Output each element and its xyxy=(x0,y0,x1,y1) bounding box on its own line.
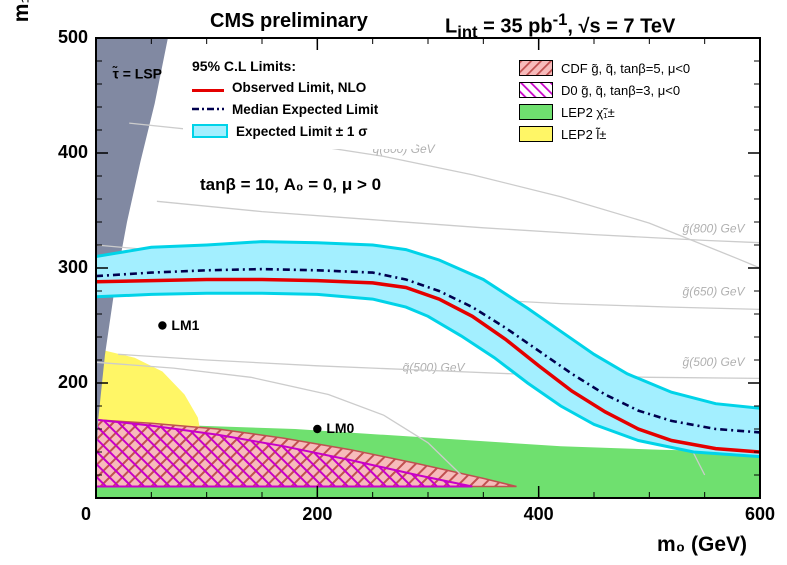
iso-label: q̃(500) GeV xyxy=(403,361,466,375)
legend-row: Expected Limit ± 1 σ xyxy=(192,121,407,141)
legend-swatch xyxy=(519,82,553,98)
legend-row: Observed Limit, NLO xyxy=(192,77,407,97)
iso-line xyxy=(157,201,760,242)
title-left: CMS preliminary xyxy=(210,10,368,33)
legend-swatch xyxy=(519,60,553,76)
legend-row: LEP2 χ̃₁± xyxy=(519,102,741,122)
iso-label: g̃(650) GeV xyxy=(683,285,746,299)
benchmark-point xyxy=(313,425,321,433)
legend-label: LEP2 l̃± xyxy=(561,127,606,142)
x-tick-label: 600 xyxy=(745,504,775,525)
experiments-legend: CDF g̃, q̃, tanβ=5, μ<0 D0 g̃, q̃, tanβ=3… xyxy=(510,50,750,152)
legend-label: Observed Limit, NLO xyxy=(232,80,366,95)
legend-swatch xyxy=(519,104,553,120)
y-axis-label: m₁/₂ (GeV) xyxy=(10,0,34,70)
legend-swatch xyxy=(192,102,224,116)
benchmark-point xyxy=(158,321,166,329)
x-tick-label: 200 xyxy=(302,504,332,525)
legend-row: Median Expected Limit xyxy=(192,99,407,119)
limits-legend-title: 95% C.L Limits: xyxy=(192,58,407,74)
params-annotation: tanβ = 10, A₀ = 0, μ > 0 xyxy=(200,175,381,195)
x-axis-label: m₀ (GeV) xyxy=(657,533,747,557)
legend-row: CDF g̃, q̃, tanβ=5, μ<0 xyxy=(519,58,741,78)
title-right: Lint = 35 pb-1, √s = 7 TeV xyxy=(445,10,675,43)
iso-label: g̃(800) GeV xyxy=(683,221,746,235)
legend-label: Median Expected Limit xyxy=(232,102,378,117)
y-tick-label: 400 xyxy=(58,142,88,163)
legend-swatch xyxy=(519,126,553,142)
legend-row: D0 g̃, q̃, tanβ=3, μ<0 xyxy=(519,80,741,100)
legend-label: D0 g̃, q̃, tanβ=3, μ<0 xyxy=(561,83,680,98)
y-tick-label: 500 xyxy=(58,27,88,48)
y-tick-label: 300 xyxy=(58,257,88,278)
legend-swatch xyxy=(192,89,224,92)
tau-lsp-label: τ̃ = LSP xyxy=(112,64,162,81)
chart-container: q̃(800) GeVq̃(650) GeVq̃(500) GeVg̃(800)… xyxy=(0,0,787,565)
y-tick-label: 200 xyxy=(58,372,88,393)
legend-label: Expected Limit ± 1 σ xyxy=(236,124,367,139)
legend-swatch xyxy=(192,124,228,138)
benchmark-label: LM0 xyxy=(326,420,354,436)
legend-label: LEP2 χ̃₁± xyxy=(561,105,615,120)
limits-legend: 95% C.L Limits: Observed Limit, NLO Median… xyxy=(183,52,416,149)
x-tick-label: 400 xyxy=(524,504,554,525)
legend-label: CDF g̃, q̃, tanβ=5, μ<0 xyxy=(561,61,690,76)
iso-label: g̃(500) GeV xyxy=(683,355,746,369)
legend-row: LEP2 l̃± xyxy=(519,124,741,144)
benchmark-label: LM1 xyxy=(171,317,199,333)
x-tick-label: 0 xyxy=(81,504,91,525)
